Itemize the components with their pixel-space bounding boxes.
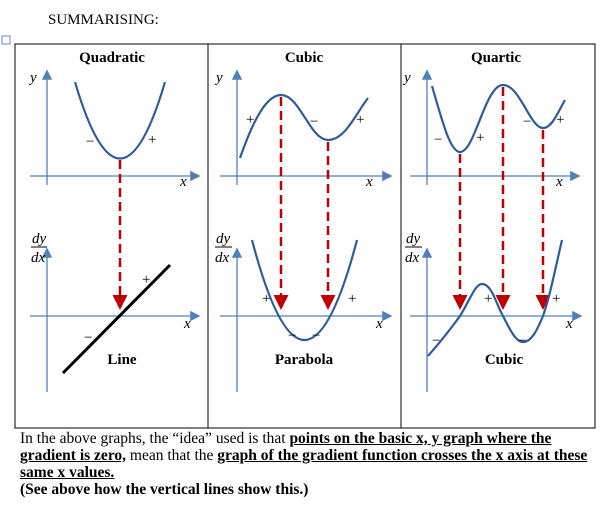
caption: Parabola (275, 352, 334, 368)
sign: − (84, 330, 92, 346)
sign: + (262, 291, 270, 307)
heading: SUMMARISING: (48, 12, 159, 28)
axis-label: x (555, 174, 563, 190)
axis-label: x (179, 174, 187, 190)
axis-label: y (28, 70, 37, 86)
sign: + (142, 272, 150, 288)
sign: − (310, 114, 318, 130)
sign: + (246, 112, 254, 128)
axis-label: dy (32, 231, 47, 247)
sign: + (348, 291, 356, 307)
sign: + (484, 291, 492, 307)
axis-label: x (565, 316, 573, 332)
sign: − (434, 132, 442, 148)
panel: Quadratic y x − + dy dx x + − Line (28, 50, 201, 392)
emphasis: points on the basic x, y graph where the… (20, 430, 552, 464)
axis-label: x (365, 174, 373, 190)
sign: − (523, 114, 531, 130)
text: mean that the (126, 447, 218, 464)
sign: + (552, 291, 560, 307)
axis-label: y (402, 70, 411, 86)
caption: Line (107, 352, 137, 368)
sign: + (556, 112, 564, 128)
axis-label: y (214, 70, 223, 86)
axis-label: x (375, 316, 383, 332)
panel-title: Quartic (471, 50, 521, 66)
sign: + (476, 130, 484, 146)
emphasis: graph of the gradient function crosses t… (20, 447, 588, 481)
diagram: SUMMARISING: Quadratic y x − + dy dx x +… (1, 12, 596, 429)
panel-title: Quadratic (79, 50, 145, 66)
note: (See above how the vertical lines show t… (20, 481, 309, 498)
axis-label: dy (406, 231, 421, 247)
paragraph: In the above graphs, the “idea” used is … (20, 430, 600, 498)
axis-label: dy (216, 231, 231, 247)
text: In the above graphs, the “idea” used is … (20, 430, 290, 447)
sign: − (288, 328, 296, 344)
sign: − (518, 333, 526, 349)
axis-label: dx (31, 250, 46, 266)
axis-label: dx (215, 250, 230, 266)
axis-label: x (183, 316, 191, 332)
panel: Cubic y x + − + dy dx x + + − − Parabola (214, 50, 393, 392)
caption: Cubic (485, 352, 524, 368)
table-border (14, 43, 596, 429)
sign: + (356, 112, 364, 128)
sign: + (148, 132, 156, 148)
sign: − (86, 134, 94, 150)
table-handle[interactable] (1, 35, 11, 45)
sign: − (312, 328, 320, 344)
panel: Quartic y x − + − + dy dx x + + − − Cubi… (402, 50, 583, 392)
panel-title: Cubic (285, 50, 324, 66)
sign: − (432, 333, 440, 349)
axis-label: dx (405, 250, 420, 266)
